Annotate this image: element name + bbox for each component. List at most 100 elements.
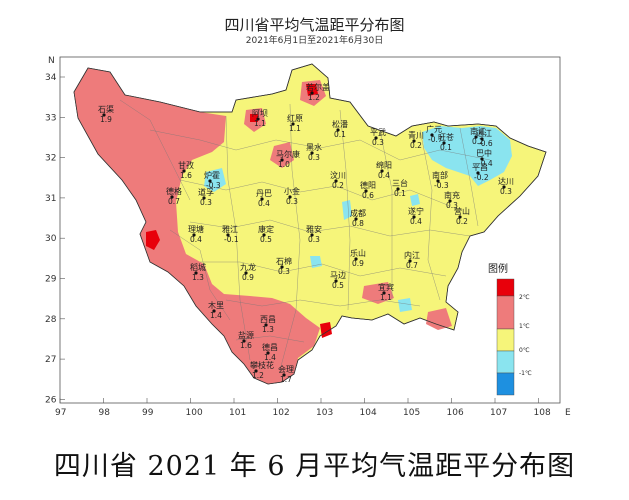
station-dot — [480, 157, 484, 161]
station-dot — [396, 187, 400, 191]
x-tick-label: 105 — [403, 408, 420, 418]
station-name: 稻城 — [190, 262, 206, 272]
y-axis-top-label: N — [48, 56, 55, 66]
station-dot — [436, 179, 440, 183]
station-dot — [336, 128, 340, 132]
station-name: 松潘 — [332, 119, 348, 129]
station-value: -0.2 — [474, 173, 489, 182]
station-dot — [480, 137, 484, 141]
station-dot — [412, 215, 416, 219]
x-axis-end-label: E — [565, 408, 571, 418]
legend-label-1: 1℃ — [519, 323, 530, 330]
station-value: 1.2 — [308, 93, 320, 102]
station-name: 内江 — [404, 250, 420, 260]
hot-spot-aba — [250, 114, 258, 122]
station-dot — [291, 122, 295, 126]
station-dot — [280, 158, 284, 162]
station-value: 1.6 — [240, 341, 252, 350]
station-name: 九龙 — [240, 262, 256, 272]
station-dot — [374, 136, 378, 140]
station-name: 广元 — [426, 124, 442, 134]
legend-label-2: 2℃ — [519, 294, 530, 301]
x-tick-label: 103 — [316, 408, 333, 418]
y-tick-label: 28 — [45, 315, 57, 325]
station-value: 0.9 — [352, 259, 364, 268]
station-value: 1.1 — [380, 293, 392, 302]
station-dot — [192, 233, 196, 237]
station-dot — [260, 197, 264, 201]
station-value: 1.1 — [289, 124, 301, 133]
station-value: 0.9 — [242, 273, 254, 282]
cool-region-central — [342, 200, 352, 220]
x-axis-ticks: 97 98 99 100 101 102 103 104 105 106 107 108 — [55, 398, 551, 418]
station-dot — [442, 141, 446, 145]
x-tick-label: 100 — [186, 408, 203, 418]
station-dot — [408, 259, 412, 263]
x-tick-label: 99 — [142, 408, 154, 418]
station-dot — [264, 323, 268, 327]
station-dot — [288, 195, 292, 199]
legend-swatch-red — [496, 278, 515, 297]
warm-region-yibin — [362, 282, 394, 304]
county-boundaries — [119, 99, 491, 371]
station-name: 马尔康 — [276, 149, 300, 159]
station-name: 南充 — [444, 190, 460, 200]
station-name: 宜宾 — [378, 282, 394, 292]
station-name: 绵阳 — [376, 160, 392, 170]
station-name: 炉霍 — [204, 170, 220, 180]
x-tick-label: 98 — [99, 408, 111, 418]
station-value: -0.3 — [434, 181, 449, 190]
x-tick-label: 106 — [447, 408, 464, 418]
station-name: 马边 — [330, 270, 346, 280]
station-name: 会理 — [278, 364, 294, 374]
station-value: 0.2 — [410, 141, 422, 150]
station-name: 木里 — [208, 300, 224, 310]
cool-region-south — [398, 298, 412, 312]
station-name: 德阳 — [360, 180, 376, 190]
station-dot — [280, 265, 284, 269]
x-tick-label: 101 — [229, 408, 246, 418]
legend-swatch-cyan — [496, 350, 515, 374]
station-value: 0.3 — [308, 235, 320, 244]
station-value: 0.5 — [260, 235, 272, 244]
station-dot — [448, 199, 452, 203]
station-name: 盐源 — [238, 330, 254, 340]
station-value: 0.1 — [440, 143, 452, 152]
station-name: 南部 — [432, 170, 448, 180]
station-name: 通江 — [476, 128, 492, 138]
station-dot — [266, 351, 270, 355]
legend-title: 图例 — [488, 262, 508, 275]
cool-region-northeast — [422, 126, 512, 186]
station-name: 德格 — [166, 186, 182, 196]
station-name: 营山 — [454, 206, 470, 216]
station-value: 0.2 — [456, 217, 468, 226]
station-value: 0.4 — [410, 217, 422, 226]
station-name: 道孚 — [198, 187, 214, 197]
station-dot — [334, 179, 338, 183]
y-tick-label: 27 — [45, 355, 56, 365]
y-tick-label: 33 — [45, 113, 56, 123]
station-dot — [242, 339, 246, 343]
station-value: 0.4 — [378, 171, 390, 180]
y-tick-label: 30 — [45, 234, 57, 244]
station-name: 三台 — [392, 178, 408, 188]
cool-region-east — [410, 194, 420, 206]
station-value: 0.8 — [352, 219, 364, 228]
station-dot — [310, 91, 314, 95]
station-dot — [380, 169, 384, 173]
cool-region-luhuo — [204, 168, 226, 192]
station-value: 0.3 — [278, 267, 290, 276]
station-name: 西昌 — [260, 315, 276, 324]
station-dot — [208, 179, 212, 183]
station-name: 石渠 — [98, 104, 114, 114]
station-dot — [182, 169, 186, 173]
station-value: 0.3 — [308, 153, 320, 162]
station-dot — [202, 196, 206, 200]
station-dot — [354, 217, 358, 221]
hot-spot-west — [146, 230, 160, 250]
y-tick-label: 31 — [45, 194, 56, 204]
station-value: 1.7 — [280, 375, 292, 384]
station-value: 0.2 — [332, 181, 344, 190]
station-name: 德昌 — [262, 342, 278, 352]
legend-label-minus1: -1℃ — [519, 370, 532, 377]
